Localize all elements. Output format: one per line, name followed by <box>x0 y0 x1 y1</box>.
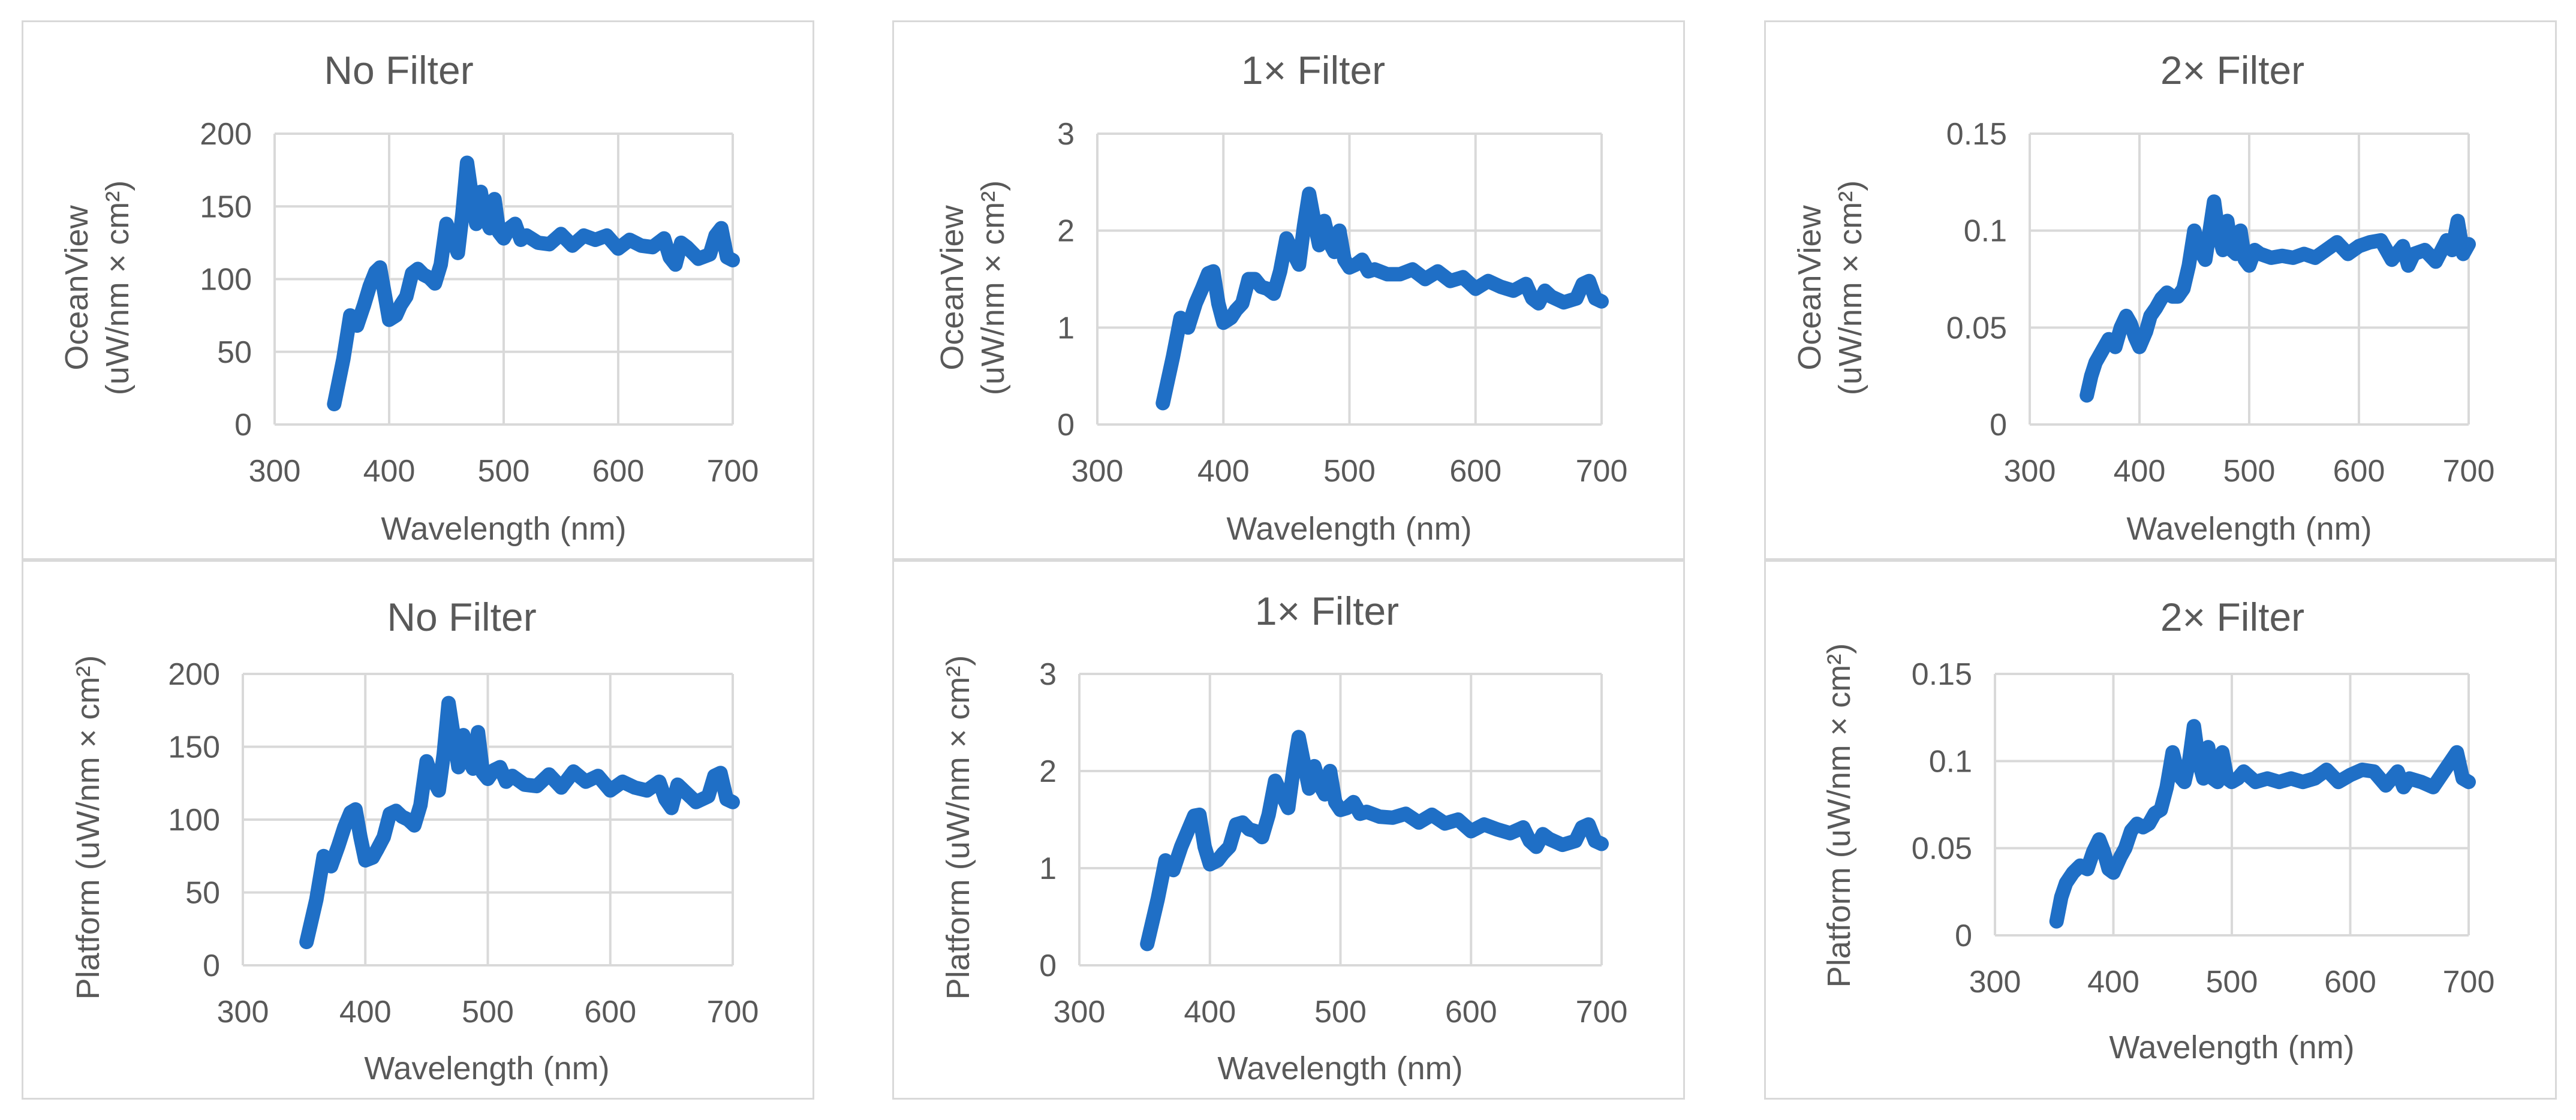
spectrum-line <box>1140 730 1609 952</box>
y-tick-label: 1 <box>1057 311 1075 345</box>
x-tick-label: 700 <box>2443 454 2495 489</box>
x-tick-label: 500 <box>1323 454 1376 489</box>
y-tick-label: 100 <box>200 263 252 297</box>
x-tick-label: 400 <box>2114 454 2166 489</box>
x-tick-label: 600 <box>1449 454 1501 489</box>
x-tick-label: 400 <box>339 995 392 1029</box>
spectrum-line <box>2049 719 2476 929</box>
chart-title: 2× Filter <box>2160 595 2304 639</box>
x-tick-label: 300 <box>1054 995 1106 1029</box>
x-tick-label: 300 <box>1969 965 2021 999</box>
panel-ov-nofilter <box>22 20 814 560</box>
x-axis-label: Wavelength (nm) <box>1226 511 1471 547</box>
x-tick-label: 700 <box>1576 454 1628 489</box>
chart-title: 1× Filter <box>1255 589 1399 633</box>
x-tick-label: 300 <box>249 454 301 489</box>
y-axis-label: (uW/nm × cm²) <box>975 180 1011 396</box>
panel-pf-2x <box>1764 560 2557 1100</box>
y-tick-label: 0.05 <box>1912 832 1972 866</box>
x-axis-label: Wavelength (nm) <box>1217 1050 1462 1086</box>
x-tick-label: 600 <box>2324 965 2376 999</box>
x-tick-label: 600 <box>592 454 645 489</box>
x-tick-label: 500 <box>1314 995 1367 1029</box>
x-tick-label: 300 <box>2004 454 2056 489</box>
y-axis-label: OceanView <box>59 204 95 370</box>
y-axis-label: OceanView <box>934 204 970 370</box>
y-tick-label: 200 <box>200 117 252 152</box>
x-tick-label: 600 <box>584 995 636 1029</box>
x-tick-label: 700 <box>2443 965 2495 999</box>
x-tick-label: 400 <box>363 454 416 489</box>
x-tick-label: 300 <box>1072 454 1124 489</box>
y-tick-label: 0 <box>1057 408 1075 442</box>
x-tick-label: 400 <box>1197 454 1250 489</box>
y-tick-label: 2 <box>1057 214 1075 249</box>
y-tick-label: 0.15 <box>1912 657 1972 692</box>
x-tick-label: 500 <box>2223 454 2276 489</box>
y-tick-label: 0 <box>1955 919 1972 953</box>
y-tick-label: 150 <box>168 730 220 765</box>
y-tick-label: 100 <box>168 803 220 838</box>
spectrum-line <box>2080 194 2476 403</box>
y-tick-label: 0.1 <box>1929 744 1972 779</box>
x-tick-label: 600 <box>1445 995 1497 1029</box>
y-tick-label: 50 <box>185 876 220 911</box>
y-tick-label: 0 <box>1990 408 2007 442</box>
y-tick-label: 0 <box>234 408 252 442</box>
x-tick-label: 500 <box>478 454 530 489</box>
y-axis-label: Platform (uW/nm × cm²) <box>1821 643 1857 988</box>
y-axis-label: (uW/nm × cm²) <box>100 180 136 396</box>
chart-title: No Filter <box>324 48 473 92</box>
chart-title: 2× Filter <box>2160 48 2304 92</box>
spectrum-line <box>327 155 740 411</box>
x-axis-label: Wavelength (nm) <box>2126 511 2372 547</box>
y-tick-label: 0.1 <box>1964 214 2007 249</box>
y-tick-label: 150 <box>200 189 252 224</box>
y-tick-label: 0.15 <box>1946 117 2007 152</box>
y-axis-label: Platform (uW/nm × cm²) <box>940 655 976 1000</box>
x-tick-label: 600 <box>2333 454 2385 489</box>
x-axis-label: Wavelength (nm) <box>2109 1029 2354 1065</box>
x-axis-label: Wavelength (nm) <box>381 511 626 547</box>
y-tick-label: 0.05 <box>1946 311 2007 345</box>
x-tick-label: 400 <box>1184 995 1236 1029</box>
y-tick-label: 0 <box>203 949 220 983</box>
x-tick-label: 500 <box>2206 965 2258 999</box>
x-tick-label: 700 <box>707 454 759 489</box>
x-tick-label: 300 <box>217 995 269 1029</box>
y-tick-label: 1 <box>1039 851 1057 886</box>
x-tick-label: 500 <box>462 995 514 1029</box>
y-tick-label: 3 <box>1039 657 1057 692</box>
y-tick-label: 2 <box>1039 754 1057 789</box>
chart-title: No Filter <box>387 595 536 639</box>
x-tick-label: 700 <box>707 995 759 1029</box>
y-tick-label: 0 <box>1039 949 1057 983</box>
y-tick-label: 200 <box>168 657 220 692</box>
chart-title: 1× Filter <box>1241 48 1385 92</box>
x-tick-label: 700 <box>1576 995 1628 1029</box>
y-axis-label: (uW/nm × cm²) <box>1832 180 1868 396</box>
spectrum-line <box>1155 186 1609 411</box>
panel-pf-1x <box>892 560 1685 1100</box>
spectrum-line <box>299 696 740 950</box>
x-tick-label: 400 <box>2087 965 2139 999</box>
y-tick-label: 50 <box>217 335 252 370</box>
x-axis-label: Wavelength (nm) <box>364 1050 609 1086</box>
y-tick-label: 3 <box>1057 117 1075 152</box>
y-axis-label: Platform (uW/nm × cm²) <box>70 655 106 1000</box>
y-axis-label: OceanView <box>1792 204 1828 370</box>
